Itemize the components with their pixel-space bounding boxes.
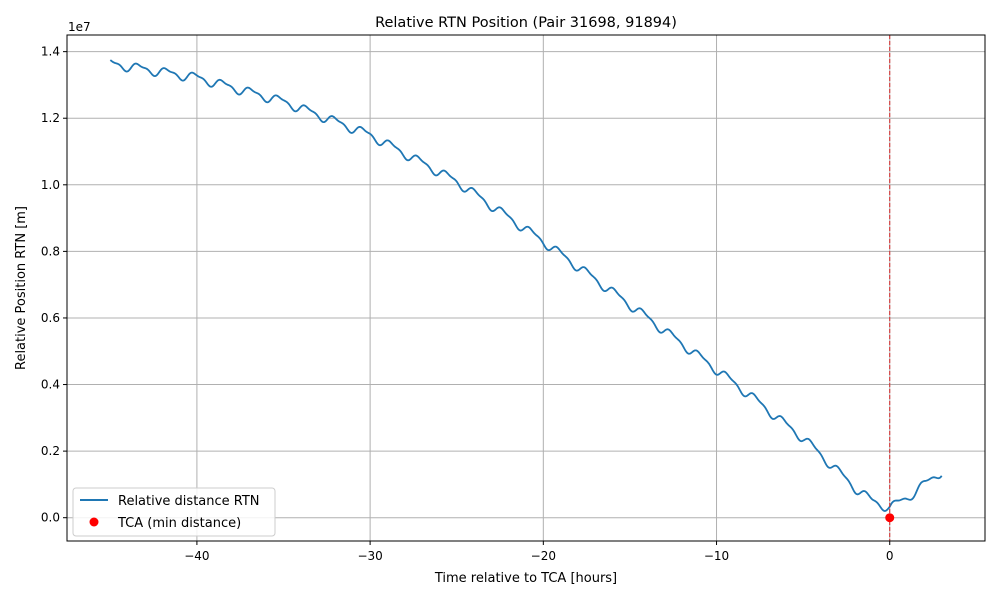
series-line-relative-distance xyxy=(109,59,943,512)
y-tick-label: 0.6 xyxy=(41,311,60,325)
y-tick-label: 1.4 xyxy=(41,45,60,59)
legend: Relative distance RTN TCA (min distance) xyxy=(72,487,276,537)
y-tick-label: 0.2 xyxy=(41,444,60,458)
y-tick-label: 1.2 xyxy=(41,111,60,125)
chart-title: Relative RTN Position (Pair 31698, 91894… xyxy=(375,15,677,31)
y-tick-label: 1.0 xyxy=(41,178,60,192)
x-tick-label: 0 xyxy=(886,549,894,563)
axes-layer: −40 −30 −20 −10 0 0.0 0.2 0.4 0.6 0.8 1.0 1.2 1.4 xyxy=(41,34,986,563)
legend-label-tca: TCA (min distance) xyxy=(117,516,241,531)
legend-label-distance: Relative distance RTN xyxy=(118,494,260,509)
y-tick-label: 0.4 xyxy=(41,378,60,392)
y-tick-label: 0.8 xyxy=(41,244,60,258)
y-axis-offset-label: 1e7 xyxy=(68,20,91,34)
x-tick-label: −10 xyxy=(704,549,729,563)
tca-marker-point xyxy=(885,513,895,523)
plot-frame xyxy=(66,34,986,542)
grid-layer xyxy=(67,35,985,541)
x-tick-label: −20 xyxy=(531,549,556,563)
x-tick-label: −40 xyxy=(184,549,209,563)
x-tick-label: −30 xyxy=(357,549,382,563)
legend-box xyxy=(72,487,276,537)
y-tick-label: 0.0 xyxy=(41,511,60,525)
x-axis-label: Time relative to TCA [hours] xyxy=(434,571,617,586)
series-layer xyxy=(109,35,943,541)
y-axis-label: Relative Position RTN [m] xyxy=(14,206,29,370)
legend-marker-swatch xyxy=(89,517,99,527)
